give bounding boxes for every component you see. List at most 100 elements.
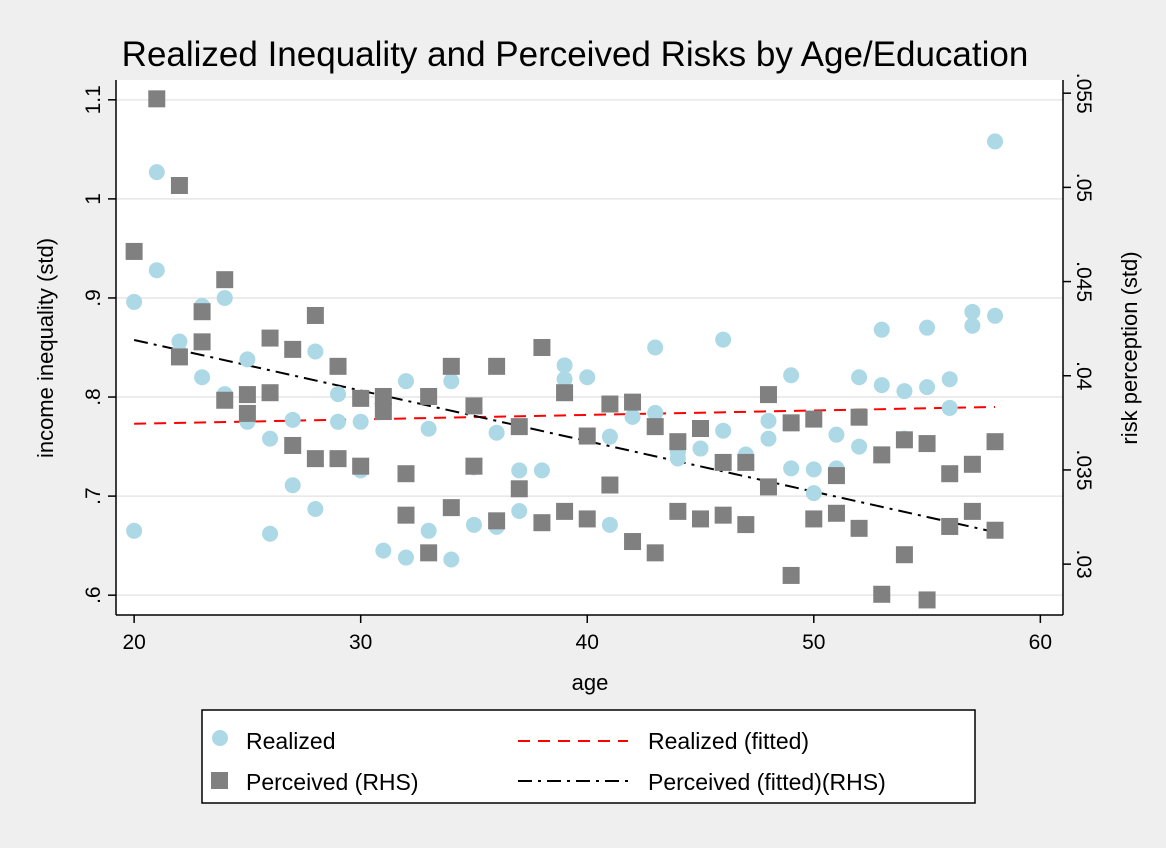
perceived-point [827, 504, 845, 522]
perceived-point [737, 516, 755, 534]
perceived-point [556, 502, 574, 520]
perceived-point [193, 303, 211, 321]
perceived-point [669, 502, 687, 520]
perceived-point [737, 453, 755, 471]
legend-symbol-perceived [211, 772, 228, 789]
realized-point [987, 133, 1004, 150]
perceived-point [986, 433, 1004, 451]
realized-point [647, 404, 664, 421]
perceived-point [442, 499, 460, 517]
realized-point [284, 411, 301, 428]
perceived-point [692, 510, 710, 528]
realized-point [148, 164, 165, 181]
y-tick-label: 1.1 [82, 85, 105, 114]
realized-point [579, 369, 596, 386]
realized-point [126, 293, 143, 310]
perceived-point [306, 450, 324, 468]
realized-point [397, 373, 414, 390]
realized-point [375, 542, 392, 559]
y-tick-label: 1 [82, 193, 105, 205]
realized-point [148, 262, 165, 279]
perceived-point [669, 433, 687, 451]
perceived-point [216, 271, 234, 289]
perceived-point [148, 90, 166, 108]
perceived-point [125, 242, 143, 260]
y2-tick-label: .04 [1072, 361, 1095, 391]
perceived-point [714, 453, 732, 471]
perceived-point [963, 455, 981, 473]
realized-point [330, 386, 347, 403]
y2-tick-label: .035 [1072, 450, 1095, 491]
perceived-point [556, 384, 574, 402]
realized-point [805, 485, 822, 502]
y2-axis-label: risk perception (std) [1117, 251, 1142, 444]
x-tick-label: 50 [802, 631, 825, 654]
data-points [125, 90, 1004, 609]
perceived-point [918, 591, 936, 609]
realized-point [511, 502, 528, 519]
perceived-point [397, 465, 415, 483]
realized-point [126, 522, 143, 539]
realized-point [601, 428, 618, 445]
fitted-lines [133, 338, 996, 534]
perceived-point [873, 585, 891, 603]
chart-title: Realized Inequality and Perceived Risks … [122, 35, 1029, 74]
perceived-point [465, 457, 483, 475]
perceived-point [465, 397, 483, 415]
realized-point [941, 399, 958, 416]
realized-point [262, 430, 279, 447]
realized-point [715, 422, 732, 439]
perceived-point [601, 476, 619, 494]
realized-point [556, 357, 573, 374]
realized-point [420, 420, 437, 437]
perceived-point [238, 386, 256, 404]
realized-point [873, 321, 890, 338]
realized-point [669, 450, 686, 467]
realized-point [556, 371, 573, 388]
perceived-point [895, 546, 913, 564]
realized-point [601, 516, 618, 533]
y2-tick-label: .045 [1072, 261, 1095, 302]
realized-point [465, 516, 482, 533]
realized-point [964, 303, 981, 320]
perceived-point [850, 408, 868, 426]
legend-label-realized: Realized [246, 728, 336, 754]
realized-point [851, 369, 868, 386]
realized-point [307, 343, 324, 360]
perceived-point [284, 340, 302, 358]
realized-point [919, 379, 936, 396]
perceived-point [170, 348, 188, 366]
realized-point [783, 460, 800, 477]
realized-point [896, 383, 913, 400]
perceived-point [646, 418, 664, 436]
perceived-point [374, 403, 392, 421]
realized-point [194, 369, 211, 386]
realized-point [239, 351, 256, 368]
legend-label-perceived-fitted: Perceived (fitted)(RHS) [648, 769, 886, 795]
y-tick-label: .7 [82, 487, 105, 505]
perceived-point [238, 404, 256, 422]
perceived-point [782, 414, 800, 432]
realized-point [216, 289, 233, 306]
perceived-point [352, 389, 370, 407]
legend: Realized Realized (fitted) Perceived (RH… [201, 709, 976, 804]
y2-tick-label: .055 [1072, 73, 1095, 114]
x-tick-label: 20 [122, 631, 145, 654]
perceived-point [216, 391, 234, 409]
y-tick-label: .9 [82, 289, 105, 307]
perceived-point [442, 357, 460, 375]
tick-labels: 20 30 40 50 60 .6 .7 .8 .9 1 1.1 .03 .035 .04 .045 .05.… [82, 73, 1095, 654]
perceived-point [578, 427, 596, 445]
perceived-point [352, 457, 370, 475]
y-tick-label: .8 [82, 388, 105, 406]
perceived-point [329, 357, 347, 375]
perceived-point [941, 465, 959, 483]
realized-point [715, 331, 732, 348]
y2-tick-label: .05 [1072, 173, 1095, 202]
perceived-point [533, 514, 551, 532]
perceived-fitted-line [133, 338, 996, 534]
perceived-point [420, 387, 438, 405]
realized-point [443, 551, 460, 568]
perceived-point [782, 566, 800, 584]
